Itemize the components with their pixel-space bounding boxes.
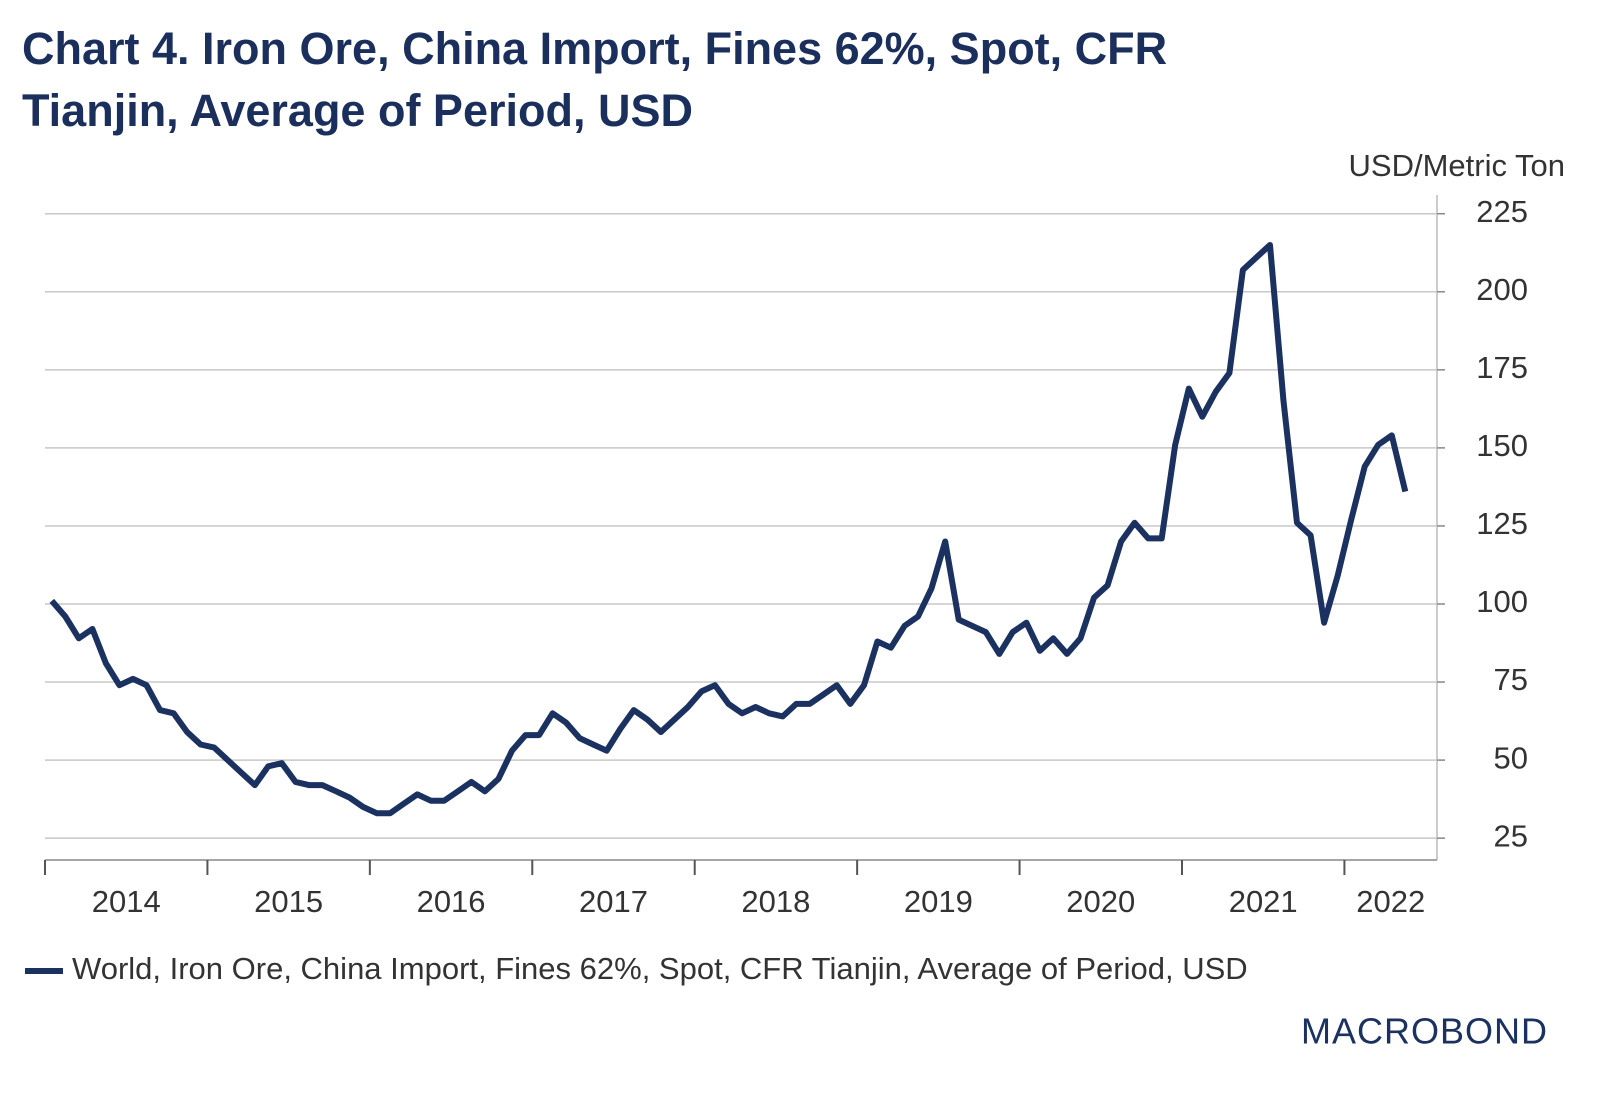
data-line	[49, 242, 1409, 817]
y-tick-label: 100	[1476, 584, 1528, 619]
x-tick-label: 2022	[1356, 884, 1425, 919]
logo: MACROBOND	[1301, 1011, 1548, 1052]
y-tick-label: 75	[1494, 662, 1528, 697]
x-tick-label: 2016	[417, 884, 486, 919]
y-tick-label: 175	[1476, 350, 1528, 385]
chart-title: Chart 4. Iron Ore, China Import, Fines 6…	[22, 23, 1167, 136]
y-tick-label: 225	[1476, 194, 1528, 229]
x-tick-label: 2017	[579, 884, 648, 919]
x-tick-label: 2014	[92, 884, 161, 919]
y-tick-label: 50	[1494, 740, 1528, 775]
x-tick-label: 2018	[741, 884, 810, 919]
y-tick-label: 25	[1494, 818, 1528, 853]
y-axis-label: USD/Metric Ton	[1349, 148, 1566, 183]
x-tick-label: 2019	[904, 884, 973, 919]
y-tick-label: 125	[1476, 506, 1528, 541]
legend-label: World, Iron Ore, China Import, Fines 62%…	[72, 951, 1248, 986]
x-tick-label: 2021	[1229, 884, 1298, 919]
y-tick-label: 200	[1476, 272, 1528, 307]
x-tick-label: 2020	[1066, 884, 1135, 919]
y-tick-label: 150	[1476, 428, 1528, 463]
x-tick-label: 2015	[254, 884, 323, 919]
